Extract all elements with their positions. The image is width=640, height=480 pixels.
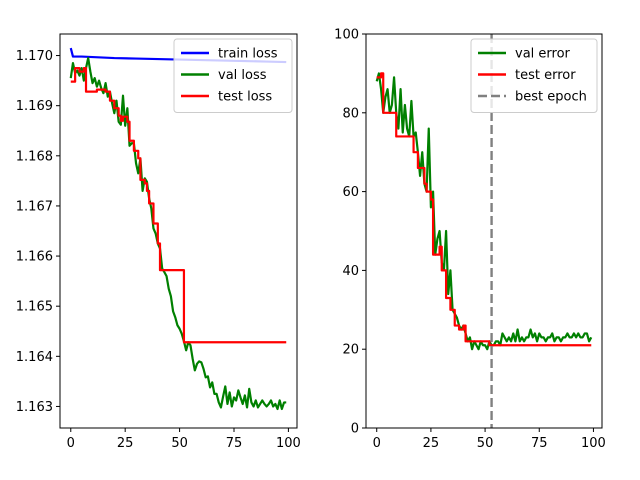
x-tick-label: 100 <box>581 436 606 451</box>
legend-box <box>173 38 293 113</box>
axes-frame <box>365 33 603 429</box>
legend-label-val-loss: val loss <box>218 68 267 83</box>
y-tick-label: 60 <box>342 185 359 200</box>
legend-label-train-loss: train loss <box>218 47 278 62</box>
y-tick-label: 1.167 <box>16 199 53 214</box>
x-tick-label: 25 <box>117 436 134 451</box>
legend-label-val-error: val error <box>515 47 571 62</box>
y-tick-label: 1.165 <box>16 300 53 315</box>
legend-label-test-loss: test loss <box>218 90 272 105</box>
y-tick-label: 1.164 <box>16 350 53 365</box>
x-tick-label: 25 <box>423 436 440 451</box>
val-error-line <box>375 72 593 351</box>
axes-frame <box>59 33 298 429</box>
x-tick-label: 0 <box>373 436 381 451</box>
test-error-line <box>376 72 592 347</box>
y-tick-label: 1.166 <box>16 250 53 265</box>
x-tick-label: 100 <box>276 436 301 451</box>
legend-label-best-epoch: best epoch <box>515 90 587 105</box>
x-tick-label: 75 <box>226 436 243 451</box>
y-tick-label: 1.170 <box>16 49 53 64</box>
y-tick-label: 1.168 <box>16 149 53 164</box>
x-tick-label: 50 <box>171 436 188 451</box>
x-tick-label: 50 <box>477 436 494 451</box>
y-tick-label: 1.163 <box>16 400 53 415</box>
x-tick-label: 75 <box>531 436 548 451</box>
legend-label-test-error: test error <box>515 68 576 83</box>
loss-chart: 0 25 50 75 100 1.163 1.164 1.165 1.166 1.167 1.168… <box>16 33 301 451</box>
y-tick-label: 0 <box>351 422 359 437</box>
y-tick-label: 100 <box>334 28 359 43</box>
y-tick-label: 80 <box>342 106 359 121</box>
x-tick-label: 0 <box>67 436 75 451</box>
y-tick-label: 40 <box>342 264 359 279</box>
legend: train loss val loss test loss <box>173 38 293 113</box>
error-chart: 0 25 50 75 100 0 20 40 60 80 100 val error test erro… <box>334 28 606 452</box>
test-loss-line <box>70 66 287 344</box>
legend: val error test error best epoch <box>470 38 598 113</box>
y-tick-label: 20 <box>342 343 359 358</box>
legend-box <box>470 38 598 113</box>
y-tick-label: 1.169 <box>16 99 53 114</box>
